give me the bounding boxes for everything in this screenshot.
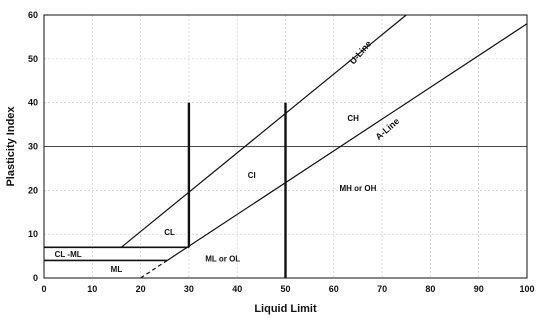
x-axis-title: Liquid Limit — [254, 303, 317, 315]
y-tick-label: 30 — [28, 142, 38, 152]
y-tick-label: 40 — [28, 98, 38, 108]
x-tick-label: 80 — [425, 284, 435, 294]
x-tick-label: 0 — [41, 284, 46, 294]
region-label: CI — [248, 171, 256, 180]
region-label: CH — [347, 114, 359, 123]
region-label: ML — [111, 265, 123, 274]
series-line-a-line — [166, 23, 528, 261]
region-label: CL — [164, 228, 175, 237]
series-line-u-line — [120, 14, 407, 248]
x-tick-label: 100 — [519, 284, 534, 294]
x-tick-label: 90 — [474, 284, 484, 294]
x-tick-label: 70 — [377, 284, 387, 294]
region-label: CL -ML — [55, 250, 82, 259]
a-line-dashed-extension — [140, 259, 168, 279]
y-tick-label: 0 — [33, 273, 38, 283]
region-label: MH or OH — [340, 184, 377, 193]
line-label: U-Line — [348, 39, 374, 67]
x-tick-label: 50 — [280, 284, 290, 294]
x-tick-label: 60 — [329, 284, 339, 294]
tick-labels: 0 10 20 30 40 50 60 70 80 90 100 0 10 20 30 40 50 60 — [28, 10, 535, 294]
y-tick-label: 50 — [28, 54, 38, 64]
y-axis-title: Plasticity Index — [5, 106, 17, 187]
y-tick-label: 10 — [28, 229, 38, 239]
y-tick-label: 60 — [28, 10, 38, 20]
series-lines — [120, 14, 528, 279]
line-label: A-Line — [374, 116, 402, 142]
region-labels: CL CI CH MH or OH ML or OL CL -ML ML — [55, 114, 377, 274]
boundary-lines — [44, 102, 527, 278]
x-tick-label: 40 — [232, 284, 242, 294]
line-labels: U-Line A-Line — [348, 39, 402, 142]
y-tick-label: 20 — [28, 185, 38, 195]
x-tick-label: 30 — [184, 284, 194, 294]
region-label: ML or OL — [205, 254, 240, 263]
plot-frame — [43, 14, 528, 279]
x-tick-label: 10 — [87, 284, 97, 294]
x-tick-label: 20 — [136, 284, 146, 294]
